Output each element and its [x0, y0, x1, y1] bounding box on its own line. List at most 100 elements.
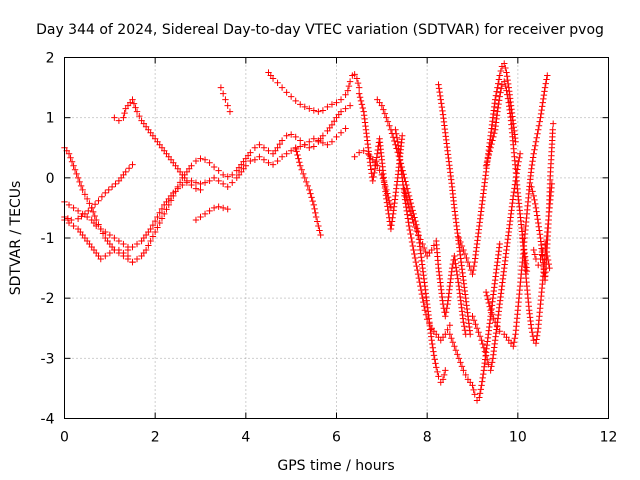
data-point: [106, 231, 114, 239]
data-point: [292, 97, 299, 105]
data-point: [435, 373, 442, 380]
data-point: [537, 110, 545, 118]
data-point: [429, 344, 437, 352]
data-point: [534, 215, 541, 223]
data-point: [529, 188, 536, 195]
data-point: [529, 158, 536, 165]
data-point: [532, 340, 540, 347]
data-point: [219, 204, 227, 212]
data-point: [260, 156, 268, 163]
data-point: [215, 177, 222, 185]
data-point: [485, 299, 493, 307]
data-point: [460, 319, 467, 326]
data-point: [510, 343, 517, 350]
data-point: [197, 186, 204, 194]
data-point: [416, 278, 423, 286]
data-point: [410, 219, 417, 227]
data-point: [437, 92, 444, 100]
data-point: [531, 146, 538, 153]
data-point: [533, 134, 540, 141]
data-point: [70, 222, 77, 230]
data-point: [70, 204, 77, 212]
data-point: [470, 262, 478, 270]
data-point: [384, 190, 391, 197]
data-point: [147, 225, 154, 233]
data-point: [436, 88, 443, 96]
y-tick-label: -4: [41, 412, 55, 428]
data-point: [90, 208, 97, 216]
series-1: [61, 198, 132, 251]
data-point: [462, 371, 469, 379]
data-point: [359, 104, 366, 112]
data-point: [495, 97, 503, 104]
data-point: [224, 205, 231, 213]
data-point: [265, 159, 272, 166]
data-point: [354, 79, 362, 87]
data-point: [421, 307, 429, 314]
data-point: [269, 75, 277, 82]
data-point: [314, 218, 321, 225]
y-axis-label: SDTVAR / TECUs: [8, 181, 24, 296]
data-point: [149, 233, 157, 240]
data-point: [310, 143, 318, 150]
data-point: [533, 332, 541, 339]
data-point: [292, 144, 299, 151]
data-point: [455, 355, 463, 362]
data-point: [541, 240, 549, 248]
series-0: [61, 144, 136, 266]
data-point: [452, 347, 460, 354]
data-point: [540, 95, 547, 103]
data-point: [437, 96, 444, 103]
data-point: [142, 246, 150, 254]
data-point: [386, 201, 394, 208]
data-point: [414, 231, 422, 239]
data-point: [408, 234, 415, 242]
data-point: [501, 78, 508, 85]
data-point: [306, 138, 313, 145]
data-point: [380, 179, 388, 186]
data-point: [158, 215, 166, 222]
data-point: [438, 103, 446, 111]
data-point: [124, 246, 132, 254]
data-point: [498, 85, 505, 92]
data-point: [408, 212, 415, 219]
series-4: [111, 96, 204, 194]
data-point: [545, 260, 553, 268]
data-point: [156, 219, 163, 227]
data-point: [480, 344, 488, 352]
series-16: [435, 81, 474, 338]
data-point: [535, 219, 542, 227]
data-point: [278, 84, 286, 91]
y-tick-labels: -4 -3 -2 -1 0 1 2: [41, 51, 55, 428]
x-tick-label: 0: [60, 430, 69, 446]
data-point: [324, 103, 331, 111]
data-point: [115, 237, 123, 245]
data-point: [446, 331, 454, 338]
series-3: [61, 161, 136, 224]
data-point: [64, 215, 72, 222]
data-point: [298, 166, 305, 174]
data-point: [297, 101, 304, 108]
data-point: [306, 105, 313, 112]
data-point: [432, 360, 439, 367]
data-point: [351, 153, 358, 160]
data-point: [546, 264, 553, 272]
data-point: [467, 331, 474, 338]
data-point: [76, 178, 83, 186]
data-point: [353, 75, 361, 82]
data-point: [530, 192, 537, 200]
data-point: [528, 161, 536, 169]
data-point: [333, 99, 340, 106]
data-point: [65, 150, 73, 157]
data-point: [154, 213, 161, 221]
data-point: [442, 367, 449, 374]
data-point: [294, 151, 301, 159]
data-point: [422, 248, 429, 256]
data-point: [414, 266, 421, 274]
data-point: [374, 146, 382, 154]
data-point: [471, 391, 478, 398]
data-point: [91, 201, 99, 208]
data-point: [430, 348, 437, 355]
data-point: [487, 144, 494, 151]
data-point: [310, 201, 318, 209]
